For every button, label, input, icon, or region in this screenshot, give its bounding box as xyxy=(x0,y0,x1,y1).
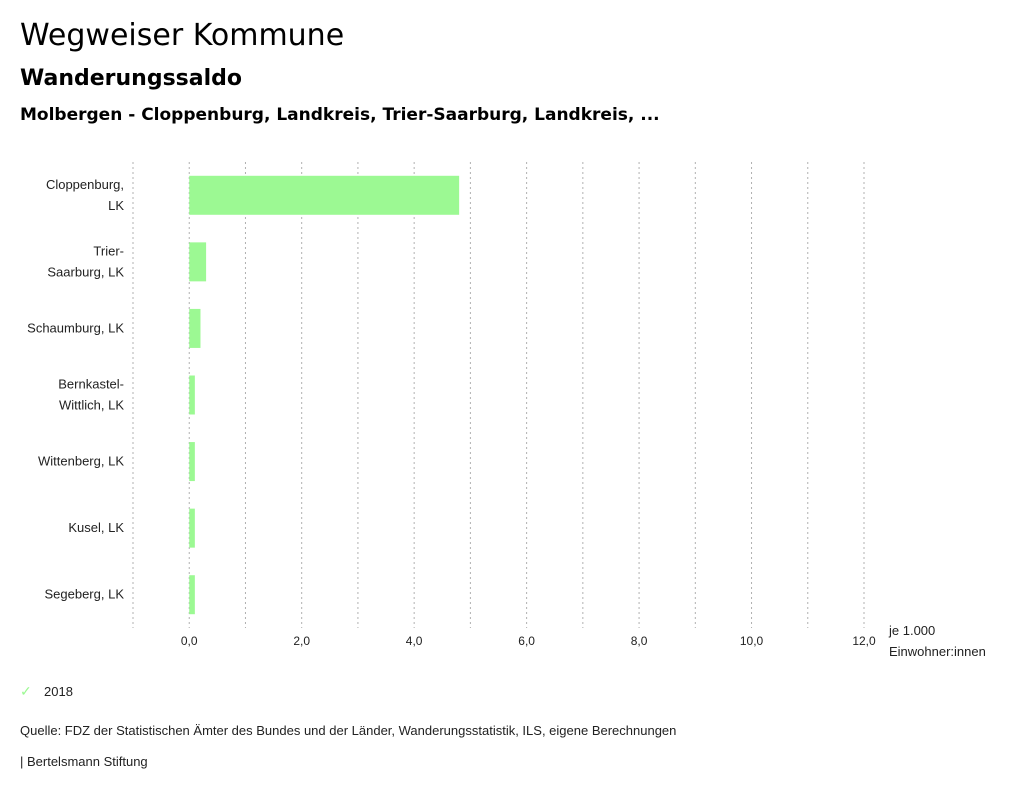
chart-subtitle: Wanderungssaldo xyxy=(20,66,243,91)
category-label: Kusel, LK xyxy=(68,520,124,535)
category-label: Schaumburg, LK xyxy=(27,320,124,335)
x-tick-label: 10,0 xyxy=(740,634,764,648)
bar[interactable] xyxy=(189,375,195,415)
x-tick-label: 2,0 xyxy=(293,634,310,648)
page-title: Wegweiser Kommune xyxy=(20,18,345,53)
bar[interactable] xyxy=(189,575,195,615)
bar-chart: Cloppenburg, LK Trier- Saarburg, LK Schaumbu… xyxy=(27,162,986,659)
bar[interactable] xyxy=(189,242,207,282)
bar[interactable] xyxy=(189,508,195,548)
bar[interactable] xyxy=(189,175,460,215)
category-label: Bernkastel- xyxy=(58,377,124,392)
x-tick-label: 4,0 xyxy=(406,634,423,648)
category-label: Trier- xyxy=(93,243,124,258)
x-tick-label: 12,0 xyxy=(852,634,876,648)
legend-item-2018[interactable]: ✓ 2018 xyxy=(20,683,73,700)
bar[interactable] xyxy=(189,442,195,482)
x-tick-label: 0,0 xyxy=(181,634,198,648)
category-label: Saarburg, LK xyxy=(47,264,124,279)
check-icon: ✓ xyxy=(20,683,32,699)
category-label: LK xyxy=(108,198,124,213)
category-label: Cloppenburg, xyxy=(46,177,124,192)
category-label: Wittlich, LK xyxy=(59,398,124,413)
legend-label: 2018 xyxy=(44,684,73,699)
credit-note: | Bertelsmann Stiftung xyxy=(20,754,148,769)
category-label: Segeberg, LK xyxy=(44,587,124,602)
source-note: Quelle: FDZ der Statistischen Ämter des … xyxy=(20,723,677,738)
x-axis-label: je 1.000 xyxy=(888,623,935,638)
category-label: Wittenberg, LK xyxy=(38,454,124,469)
bar[interactable] xyxy=(189,308,201,348)
x-tick-label: 8,0 xyxy=(631,634,648,648)
x-tick-label: 6,0 xyxy=(518,634,535,648)
region-selection: Molbergen - Cloppenburg, Landkreis, Trie… xyxy=(20,105,660,125)
x-axis-label: Einwohner:innen xyxy=(889,644,986,659)
